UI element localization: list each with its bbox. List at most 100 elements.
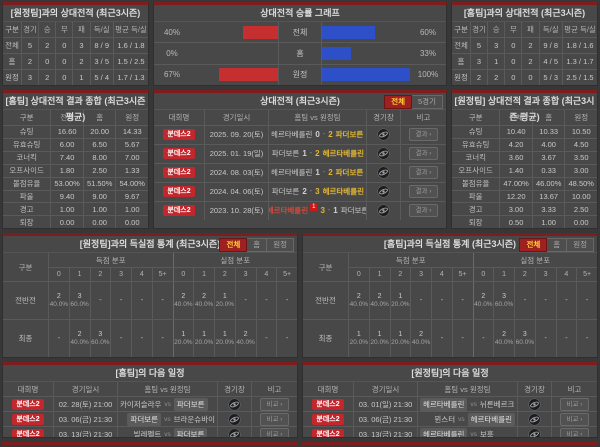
column-header: 구분: [19, 112, 34, 122]
stadium-cell: [517, 427, 551, 437]
league-cell: 분데스2: [154, 145, 204, 163]
row-label: 최종: [3, 320, 49, 358]
stadium-icon[interactable]: [528, 427, 541, 437]
stadium-icon[interactable]: [528, 397, 541, 411]
stadium-icon[interactable]: [377, 166, 390, 179]
filter-tab[interactable]: 전체: [519, 238, 548, 253]
home-team-name: 파더보른: [271, 149, 300, 159]
result-button[interactable]: 결과 ›: [408, 128, 439, 142]
away-team-name: 파더보른: [173, 397, 208, 411]
table-row: 오프사이드 1.40 0.33 3.00: [452, 163, 597, 177]
filter-tab[interactable]: 홈: [247, 238, 268, 253]
result-button[interactable]: 결과 ›: [408, 185, 439, 199]
away-score: 3: [315, 187, 320, 197]
group-headers: 득점 분포 실점 분포: [49, 253, 297, 268]
filter-tab[interactable]: 원정: [267, 238, 294, 253]
table-row: 코너킥 3.60 3.67 3.50: [452, 150, 597, 164]
compare-button[interactable]: 비교 ›: [259, 412, 290, 426]
stadium-icon[interactable]: [528, 412, 541, 426]
note-cell: 비교 ›: [251, 412, 297, 426]
cell: 0.00: [564, 216, 597, 229]
column-header: 홈: [531, 109, 565, 125]
league-cell: 분데스2: [303, 412, 353, 426]
home-bar-track: [190, 65, 278, 85]
home-win-pct-label: 67%: [163, 70, 180, 80]
match-date: 03. 13(금) 21:30: [353, 427, 417, 437]
cell: 0.33: [531, 164, 565, 177]
schedule-table: 대회명 경기일시 홈팀 vs 원정팀 경기장 비고 분데스2 02. 28(토)…: [3, 382, 297, 437]
bin-header: 0: [56, 271, 61, 279]
goal-cell: -: [255, 320, 277, 358]
home-team-name: 카이저슬라우: [120, 399, 162, 409]
compare-button[interactable]: 비교 ›: [259, 397, 290, 411]
cell: 13.67: [531, 190, 565, 203]
away-team-wrap: 파더보른: [173, 427, 215, 437]
compare-button[interactable]: 비교 ›: [559, 412, 590, 426]
stadium-icon[interactable]: [228, 397, 241, 411]
filter-tab[interactable]: 전체: [384, 94, 413, 109]
column-header: 홈팀 vs 원정팀: [417, 382, 517, 396]
away-score: 2: [315, 149, 320, 159]
row-label: 슈팅: [468, 127, 483, 137]
stadium-icon[interactable]: [377, 185, 390, 198]
chart-row: 67% 원정 100%: [154, 63, 446, 85]
away-bar-track: [322, 22, 410, 42]
cell: 0: [504, 53, 521, 69]
table-row: 경고 3.00 3.33 2.50: [452, 202, 597, 216]
stadium-icon[interactable]: [228, 412, 241, 426]
filter-tab[interactable]: 전체: [219, 238, 248, 253]
bin-header: 4: [431, 267, 452, 282]
cell: 46.00%: [531, 177, 565, 190]
note-cell: 비교 ›: [551, 397, 597, 411]
home-bar-track: [190, 43, 278, 63]
cell: 2: [521, 38, 538, 53]
conceded-bins: 0 1 2 3 4 5+: [172, 267, 298, 282]
cell: 3.00: [499, 203, 532, 216]
home-team-name: 헤르타베를린: [271, 168, 313, 178]
goal-cell: 3 60.0%: [89, 320, 111, 358]
scored-bins: 0 1 2 3 4 5+: [49, 267, 173, 282]
cell: 2: [469, 69, 487, 85]
row-label: 홈: [8, 56, 16, 66]
away-team-wrap: 파더보른: [341, 205, 366, 216]
cell: 9.67: [115, 190, 148, 203]
filter-tab[interactable]: 5경기: [412, 94, 443, 109]
cell: 4.20: [499, 138, 532, 151]
league-cell: 분데스2: [154, 183, 204, 201]
stadium-icon[interactable]: [377, 128, 390, 141]
result-button[interactable]: 결과 ›: [408, 204, 439, 218]
goal-cell: 2 40.0%: [193, 282, 214, 320]
cell: 51.50%: [82, 177, 116, 190]
table-header-row: 대회명 경기일시 홈팀 vs 원정팀 경기장 비고: [154, 109, 446, 125]
filter-tab[interactable]: 원정: [567, 238, 594, 253]
red-strip: [2, 442, 298, 445]
league-badge: 분데스2: [12, 398, 44, 410]
compare-button[interactable]: 비교 ›: [559, 427, 590, 437]
group-headers: 득점 분포 실점 분포: [349, 253, 597, 268]
match-teams: 헤르타베를린 vs 보훔: [417, 427, 517, 437]
result-button[interactable]: 결과 ›: [408, 166, 439, 180]
goal-cell: 1 20.0%: [193, 320, 214, 358]
column-header: 비고: [400, 109, 446, 125]
bin-header: 0: [481, 271, 486, 279]
result-button[interactable]: 결과 ›: [408, 147, 439, 161]
match-date: 2024. 04. 06(토): [204, 182, 268, 201]
match-teams: 뮌스터 vs 헤르타베를린: [417, 412, 517, 426]
filter-tab[interactable]: 홈: [547, 238, 568, 253]
chart-category-label: 전체: [278, 22, 322, 43]
stadium-icon[interactable]: [377, 204, 390, 217]
compare-button[interactable]: 비교 ›: [559, 397, 590, 411]
compare-button[interactable]: 비교 ›: [259, 427, 290, 437]
away-score: 1: [333, 206, 338, 216]
match-filter-tabs: 전체 5경기: [384, 94, 443, 109]
stadium-icon[interactable]: [228, 427, 241, 437]
panel-title: [원정팀] 상대전적 결과 종합 (최근3시즌 평균): [452, 93, 597, 122]
cell: 9 / 8: [538, 38, 562, 53]
column-header: 전체: [50, 109, 83, 125]
stadium-icon[interactable]: [377, 147, 390, 160]
table-row: 유효슈팅 4.20 4.00 4.50: [452, 137, 597, 151]
red-strip: [302, 442, 598, 445]
panel-title: [홈팀] 상대전적 결과 종합 (최근3시즌 평균): [3, 93, 148, 122]
home-team-wrap: 헤르타베를린: [271, 129, 312, 140]
home-team-name: 파더보른: [271, 187, 300, 197]
